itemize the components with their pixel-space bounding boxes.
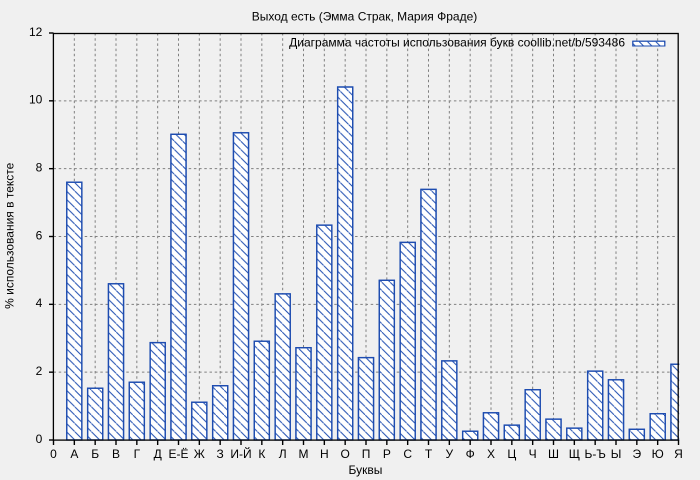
svg-text:Д: Д (154, 447, 162, 461)
svg-text:0: 0 (36, 432, 43, 446)
svg-text:10: 10 (29, 93, 43, 107)
svg-text:Ь-Ъ: Ь-Ъ (584, 447, 605, 461)
svg-text:2: 2 (36, 364, 43, 378)
svg-text:О: О (340, 447, 349, 461)
svg-text:И-Й: И-Й (230, 446, 251, 461)
svg-text:Ш: Ш (548, 447, 559, 461)
svg-text:Л: Л (279, 447, 287, 461)
svg-text:Ж: Ж (194, 447, 205, 461)
svg-text:Ф: Ф (466, 447, 475, 461)
svg-text:Е-Ё: Е-Ё (168, 447, 188, 461)
svg-text:З: З (217, 447, 224, 461)
svg-text:Н: Н (320, 447, 329, 461)
svg-text:Р: Р (383, 447, 391, 461)
svg-text:Г: Г (134, 447, 141, 461)
svg-text:12: 12 (29, 25, 43, 39)
svg-text:Ц: Ц (507, 447, 516, 461)
svg-text:Б: Б (91, 447, 99, 461)
svg-text:6: 6 (36, 228, 43, 242)
svg-text:С: С (403, 447, 412, 461)
svg-text:Я: Я (674, 447, 683, 461)
svg-text:А: А (70, 447, 78, 461)
svg-text:% использования в тексте: % использования в тексте (2, 162, 16, 308)
svg-text:Х: Х (487, 447, 495, 461)
svg-text:П: П (362, 447, 371, 461)
svg-text:Щ: Щ (569, 447, 580, 461)
svg-text:У: У (446, 447, 454, 461)
svg-text:М: М (299, 447, 309, 461)
svg-text:Ч: Ч (529, 447, 537, 461)
svg-text:Ы: Ы (611, 447, 622, 461)
svg-text:В: В (112, 447, 120, 461)
svg-text:Буквы: Буквы (348, 463, 382, 477)
svg-text:4: 4 (36, 296, 43, 310)
svg-text:Ю: Ю (652, 447, 664, 461)
svg-text:8: 8 (36, 161, 43, 175)
svg-text:Выход есть (Эмма Страк, Мария: Выход есть (Эмма Страк, Мария Фраде) (252, 9, 478, 23)
svg-text:Диаграмма частоты использовани: Диаграмма частоты использования букв coo… (289, 36, 625, 50)
svg-text:0: 0 (50, 447, 57, 461)
svg-text:Т: Т (425, 447, 433, 461)
svg-text:Э: Э (633, 447, 642, 461)
svg-text:К: К (258, 447, 265, 461)
